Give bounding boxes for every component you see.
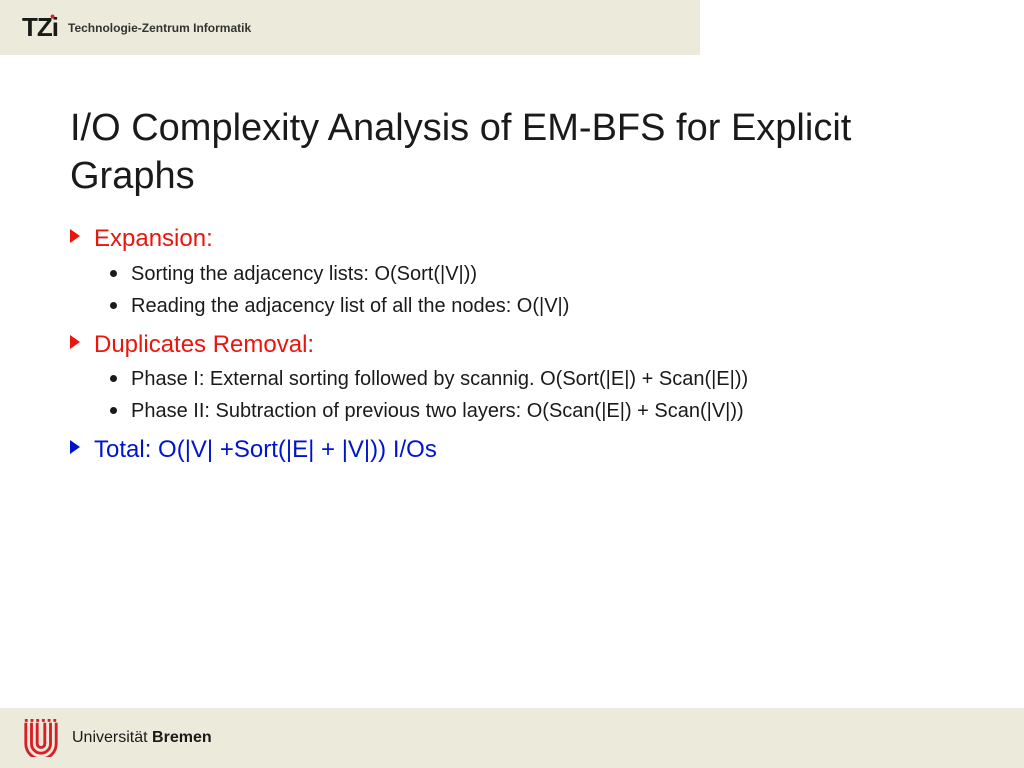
tzi-logo: TZi • Technologie-Zentrum Informatik bbox=[22, 12, 251, 43]
dot-bullet-icon bbox=[110, 407, 117, 414]
bullet-total: Total: O(|V| +Sort(|E| + |V|)) I/Os bbox=[70, 433, 954, 467]
uni-label-1: Universität bbox=[72, 729, 152, 746]
slide-content: I/O Complexity Analysis of EM-BFS for Ex… bbox=[0, 55, 1024, 467]
bullet-label: Expansion: bbox=[94, 222, 213, 256]
sub-bullet-label: Phase I: External sorting followed by sc… bbox=[131, 365, 748, 393]
sub-bullet: Reading the adjacency list of all the no… bbox=[110, 292, 954, 320]
bullet-expansion: Expansion: bbox=[70, 222, 954, 256]
dot-bullet-icon bbox=[110, 375, 117, 382]
triangle-bullet-icon bbox=[70, 335, 80, 349]
bullet-label: Duplicates Removal: bbox=[94, 328, 314, 362]
sub-bullet-label: Phase II: Subtraction of previous two la… bbox=[131, 397, 744, 425]
sub-bullet: Sorting the adjacency lists: O(Sort(|V|)… bbox=[110, 260, 954, 288]
tzi-logo-text: Technologie-Zentrum Informatik bbox=[68, 21, 251, 35]
dot-bullet-icon bbox=[110, 270, 117, 277]
header-bar: TZi • Technologie-Zentrum Informatik bbox=[0, 0, 700, 55]
slide-title: I/O Complexity Analysis of EM-BFS for Ex… bbox=[70, 105, 954, 200]
sub-bullet-label: Sorting the adjacency lists: O(Sort(|V|)… bbox=[131, 260, 477, 288]
bullet-duplicates-removal: Duplicates Removal: bbox=[70, 328, 954, 362]
tzi-logo-dot-icon: • bbox=[50, 8, 54, 24]
sub-bullet: Phase II: Subtraction of previous two la… bbox=[110, 397, 954, 425]
bullet-list: Expansion: Sorting the adjacency lists: … bbox=[70, 222, 954, 467]
sub-bullet-label: Reading the adjacency list of all the no… bbox=[131, 292, 569, 320]
uni-label-2: Bremen bbox=[152, 729, 212, 746]
triangle-bullet-icon bbox=[70, 440, 80, 454]
bullet-label: Total: O(|V| +Sort(|E| + |V|)) I/Os bbox=[94, 433, 437, 467]
footer-bar: Universität Bremen bbox=[0, 708, 1024, 768]
sub-bullet: Phase I: External sorting followed by sc… bbox=[110, 365, 954, 393]
uni-bremen-logo-icon bbox=[22, 719, 60, 757]
triangle-bullet-icon bbox=[70, 229, 80, 243]
uni-bremen-text: Universität Bremen bbox=[72, 729, 212, 747]
tzi-logo-mark: TZi • bbox=[22, 12, 58, 43]
uni-bremen-logo: Universität Bremen bbox=[22, 719, 212, 757]
dot-bullet-icon bbox=[110, 302, 117, 309]
